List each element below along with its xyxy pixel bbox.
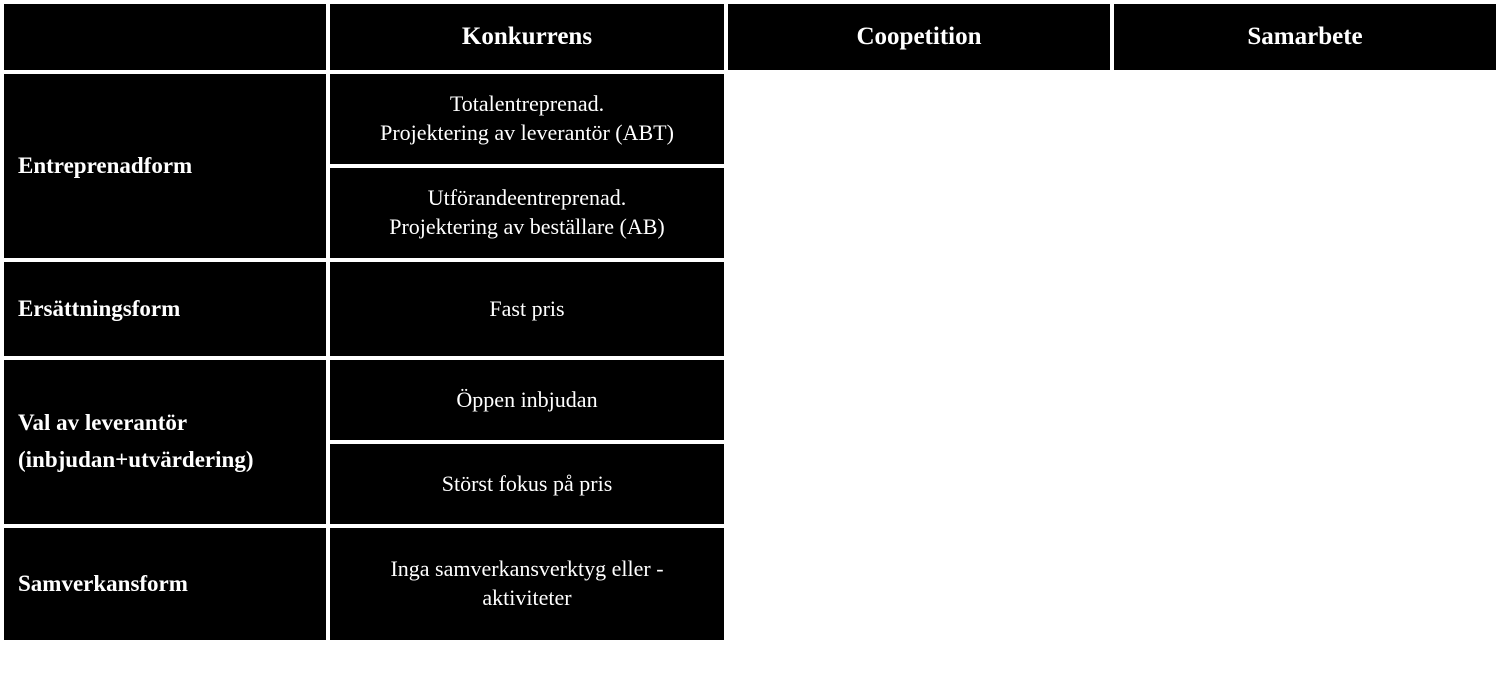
row-label-text: Val av leverantör — [18, 410, 187, 435]
col-header-samarbete: Samarbete — [1112, 2, 1498, 72]
table-header-row: Konkurrens Coopetition Samarbete — [2, 2, 1498, 72]
row-label-text: (inbjudan+utvärdering) — [18, 447, 253, 472]
col-header-konkurrens: Konkurrens — [328, 2, 726, 72]
cell-text: aktiviteter — [482, 585, 571, 610]
row-label-val-av-leverantor: Val av leverantör (inbjudan+utvärdering) — [2, 358, 328, 526]
col-header-coopetition: Coopetition — [726, 2, 1112, 72]
procurement-matrix-table: Konkurrens Coopetition Samarbete Entrepr… — [2, 2, 1498, 642]
cell-text: Projektering av leverantör (ABT) — [380, 120, 674, 145]
cell-entreprenadform-konkurrens-a: Totalentreprenad. Projektering av levera… — [328, 72, 726, 166]
cell-coopetition-empty — [726, 72, 1112, 642]
cell-text: Inga samverkansverktyg eller - — [390, 556, 663, 581]
corner-cell — [2, 2, 328, 72]
cell-val-konkurrens-a: Öppen inbjudan — [328, 358, 726, 442]
cell-samarbete-empty — [1112, 72, 1498, 642]
cell-text: Totalentreprenad. — [450, 91, 604, 116]
row-label-entreprenadform: Entreprenadform — [2, 72, 328, 260]
cell-ersattningsform-konkurrens: Fast pris — [328, 260, 726, 358]
cell-entreprenadform-konkurrens-b: Utförandeentreprenad. Projektering av be… — [328, 166, 726, 260]
row-label-samverkansform: Samverkansform — [2, 526, 328, 642]
row-label-ersattningsform: Ersättningsform — [2, 260, 328, 358]
table-row: Entreprenadform Totalentreprenad. Projek… — [2, 72, 1498, 166]
cell-text: Utförandeentreprenad. — [428, 185, 627, 210]
cell-samverkansform-konkurrens: Inga samverkansverktyg eller - aktivitet… — [328, 526, 726, 642]
cell-text: Projektering av beställare (AB) — [389, 214, 665, 239]
cell-val-konkurrens-b: Störst fokus på pris — [328, 442, 726, 526]
